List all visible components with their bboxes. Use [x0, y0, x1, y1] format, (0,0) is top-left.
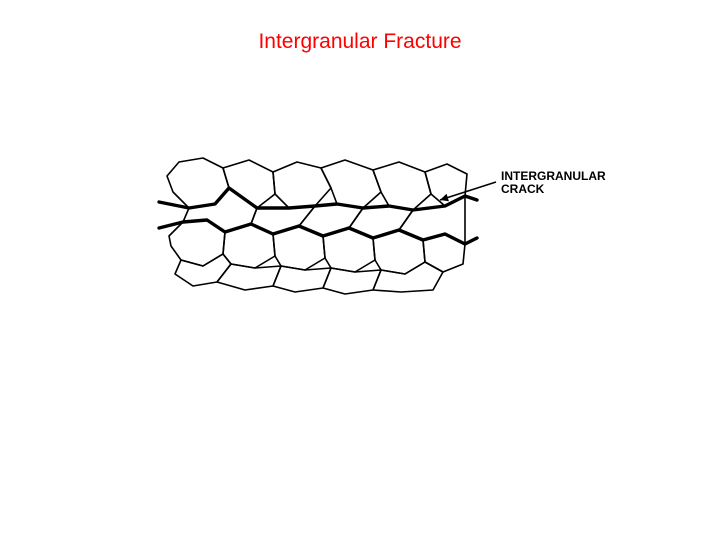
crack-path — [159, 220, 477, 244]
grain-diagram — [145, 130, 485, 300]
grain-boundaries-group — [167, 158, 467, 294]
grain-boundary — [321, 160, 381, 208]
grain-boundary — [217, 264, 281, 290]
grain-boundary — [175, 254, 231, 286]
figure-canvas: Intergranular Fracture INTERGRANULAR CRA… — [0, 0, 720, 540]
figure-title: Intergranular Fracture — [0, 30, 720, 54]
crack-path — [159, 188, 477, 210]
grain-boundary — [373, 162, 431, 210]
annotation-line1: INTERGRANULAR — [501, 169, 606, 183]
annotation-line2: CRACK — [501, 182, 544, 196]
grain-boundary — [373, 262, 443, 292]
crack-annotation: INTERGRANULAR CRACK — [501, 170, 606, 196]
